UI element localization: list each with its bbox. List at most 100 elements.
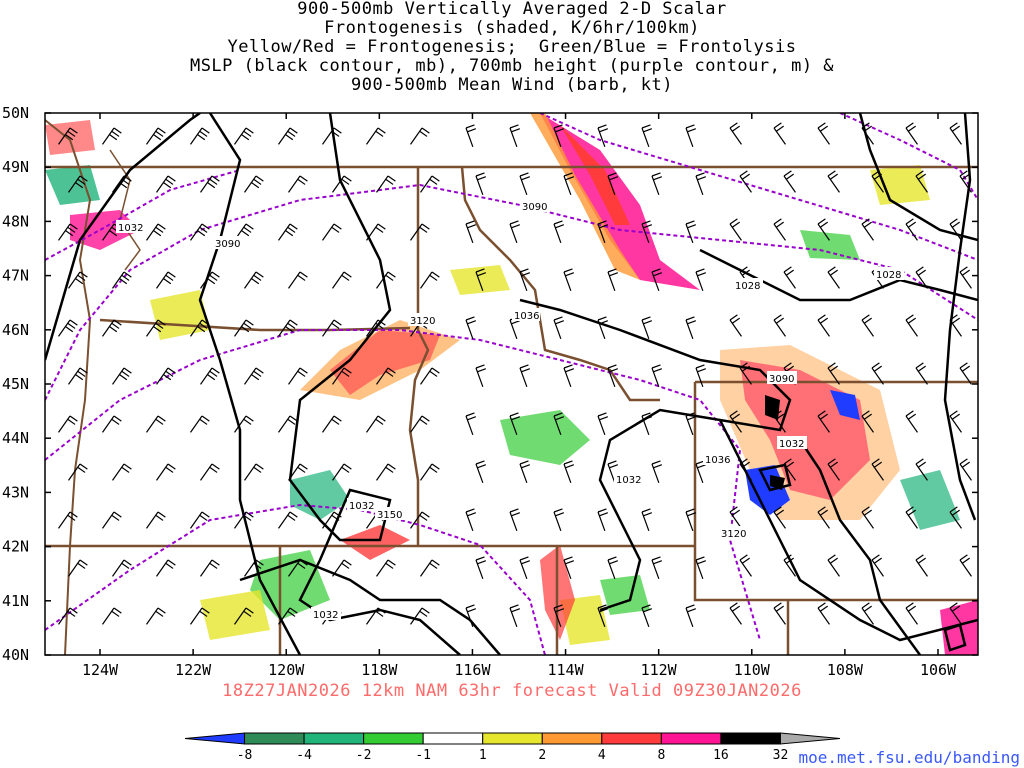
wind-barb [817,410,830,433]
wind-barb [871,554,884,577]
wind-barb [190,223,210,241]
wind-barb [817,602,830,625]
wind-barb [739,362,752,385]
title-line-5: 900-500mb Mean Wind (barb, kt) [350,75,674,95]
wind-barb [563,364,575,387]
wind-barb [278,319,298,337]
frontogenesis-band-montana-edge [530,113,640,280]
wind-barb [58,415,78,433]
mslp-label: 1032 [313,610,338,621]
wind-barb [420,271,440,289]
colorbar-segment [720,732,781,745]
wind-barb [112,271,132,289]
lat-label: 42N [2,538,29,556]
wind-barb [915,458,928,481]
wind-barb [102,415,122,433]
mslp-label: 1028 [876,270,901,281]
political-borders [45,119,978,655]
wind-barb [102,511,122,529]
height-contour-3150 [45,503,546,655]
wind-barb [376,367,396,385]
lat-label: 46N [2,321,29,339]
wind-barb [563,556,575,579]
wind-barb [376,271,396,289]
wind-barb [68,271,88,289]
mslp-contour-wy-closed [758,463,792,492]
wind-barb [102,607,122,625]
wind-barb [410,607,430,625]
wind-barb [112,367,132,385]
wind-barb [827,554,840,577]
wind-barb [156,175,176,193]
wind-barb [519,556,531,579]
colorbar-label: 8 [657,748,665,763]
wind-barb [234,415,254,433]
label-bg [347,498,377,511]
wind-barb [244,175,264,193]
wind-barb [651,556,663,579]
wind-barb [563,172,575,195]
lat-label: 44N [2,429,29,447]
wind-barb [288,463,308,481]
height-contour-3060 [45,169,241,261]
wind-barb [905,602,918,625]
wind-barb [278,511,298,529]
wind-barb [685,508,697,531]
wind-barb [817,314,830,337]
frontogenesis-shading [45,113,978,655]
wind-barb [58,511,78,529]
frontogenesis-streak-nevada [340,525,410,560]
wind-barb [959,458,972,481]
wind-barb [905,122,918,145]
wind-barb [739,170,752,193]
wind-barb [322,127,342,145]
wind-barb [597,220,609,243]
wind-barb [729,602,742,625]
mslp-label: 1028 [735,281,760,292]
wind-barb [278,127,298,145]
frontogenesis-colorado-se [940,600,978,655]
wind-barb [475,172,487,195]
wind-barb [773,218,786,241]
wind-barb [915,554,928,577]
wind-barb [475,268,487,291]
lat-label: 40N [2,646,29,664]
mslp-contour-northeast [858,113,978,242]
wind-barb [519,268,531,291]
lat-label: 47N [2,267,29,285]
frontolysis-blue-wyoming-2 [830,390,860,420]
wind-barb [156,559,176,577]
wind-barb [200,463,220,481]
label-bg [719,526,749,539]
wind-barb [234,511,254,529]
wind-barb [773,410,786,433]
wind-barb [190,415,210,433]
wind-barb [685,604,697,627]
colorbar-label: -2 [356,748,372,763]
lon-label: 124W [82,661,119,679]
wind-barb [519,364,531,387]
lat-label: 49N [2,158,29,176]
wind-barb [651,364,663,387]
wind-barb [905,506,918,529]
frontolysis-green-washington [45,165,100,205]
wind-barb [641,508,653,531]
wind-barb [783,554,796,577]
wind-barb [871,458,884,481]
wind-barb [244,463,264,481]
wind-barb [288,271,308,289]
label-bg [311,607,341,620]
credit-link[interactable]: moe.met.fsu.edu/banding [798,748,1020,767]
frontogenesis-yellow-nevada [200,590,270,640]
wind-barb [783,266,796,289]
wind-barb [597,412,609,435]
wind-barb [200,175,220,193]
title-line-2: Frontogenesis (shaded, K/6hr/100km) [324,18,700,38]
wind-barb [861,506,874,529]
title-line-4: MSLP (black contour, mb), 700mb height (… [189,56,835,76]
wind-barb [509,604,521,627]
wind-barb [959,170,972,193]
frontogenesis-band-oregon-edge [300,320,460,400]
wind-barb [322,415,342,433]
